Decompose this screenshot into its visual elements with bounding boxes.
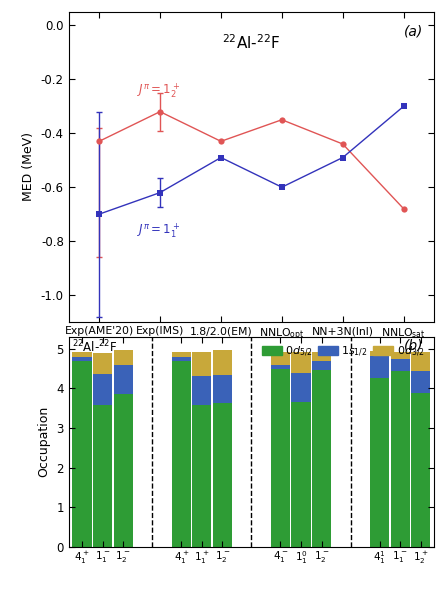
Text: $J^{\pi}=1_1^+$: $J^{\pi}=1_1^+$ [137, 222, 180, 241]
Bar [213, 350, 232, 375]
Bar [370, 378, 389, 547]
Bar [73, 358, 92, 362]
Bar [213, 404, 232, 547]
Bar [73, 352, 92, 358]
Bar [192, 352, 211, 376]
Bar [192, 405, 211, 547]
Bar [172, 358, 191, 362]
Text: $^{22}$Al-$^{22}$F: $^{22}$Al-$^{22}$F [72, 339, 118, 356]
Bar [291, 374, 311, 402]
Bar [113, 394, 133, 547]
Bar [93, 374, 112, 405]
Bar [192, 376, 211, 405]
Y-axis label: MED (MeV): MED (MeV) [22, 132, 35, 202]
Bar [312, 370, 331, 547]
Text: (b): (b) [404, 339, 423, 353]
Bar [312, 361, 331, 370]
Bar [172, 362, 191, 547]
Bar [391, 371, 410, 547]
Bar [271, 365, 290, 369]
Bar [93, 405, 112, 547]
Bar [291, 352, 311, 374]
Bar [172, 352, 191, 358]
Bar [411, 371, 430, 394]
Text: $J^{\pi}=1_2^+$: $J^{\pi}=1_2^+$ [137, 81, 180, 100]
Bar [391, 359, 410, 371]
Bar [73, 362, 92, 547]
Bar [391, 352, 410, 359]
Bar [271, 369, 290, 547]
Bar [213, 375, 232, 404]
Y-axis label: Occupation: Occupation [38, 406, 51, 478]
Legend: $0d_{5/2}$, $1s_{1/2}$, $0d_{3/2}$: $0d_{5/2}$, $1s_{1/2}$, $0d_{3/2}$ [257, 340, 428, 363]
Bar [370, 350, 389, 356]
Bar [271, 352, 290, 365]
Text: (a): (a) [404, 24, 423, 38]
Bar [113, 350, 133, 365]
Bar [113, 365, 133, 394]
Bar [411, 394, 430, 547]
Bar [370, 356, 389, 378]
Bar [411, 352, 430, 371]
Bar [291, 402, 311, 547]
Text: $^{22}$Al-$^{22}$F: $^{22}$Al-$^{22}$F [222, 34, 280, 52]
Bar [93, 353, 112, 374]
Bar [312, 352, 331, 361]
